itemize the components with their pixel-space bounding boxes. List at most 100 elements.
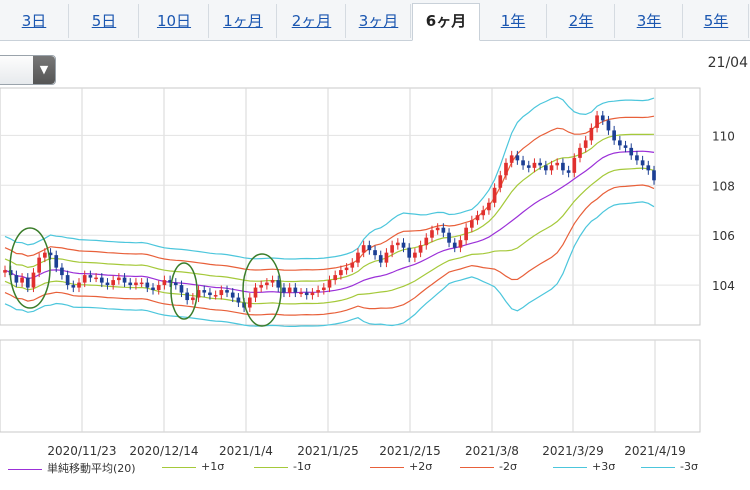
candle-body <box>310 292 315 296</box>
candle-body <box>145 282 150 288</box>
candle-body <box>538 162 542 166</box>
candle-body <box>71 285 76 288</box>
candle-body <box>179 285 184 293</box>
legend-item: +2σ <box>370 460 432 473</box>
tab-5[interactable]: 3ヶ月 <box>347 4 411 38</box>
candle-body <box>578 147 582 158</box>
candle-body <box>635 155 639 161</box>
candle-body <box>384 252 389 263</box>
candle-body <box>481 210 486 216</box>
tab-8[interactable]: 2年 <box>548 4 615 38</box>
candle-body <box>566 170 571 173</box>
tab-7[interactable]: 1年 <box>480 4 547 38</box>
grid-layer <box>0 87 701 433</box>
candle-body <box>270 280 275 283</box>
annotation-layer <box>9 227 282 327</box>
tab-6[interactable]: 6ヶ月 <box>412 3 480 41</box>
candle-body <box>253 287 258 298</box>
legend-item: +1σ <box>162 460 224 473</box>
candle-body <box>430 230 434 238</box>
candle-body <box>327 280 332 288</box>
candle-body <box>54 255 59 268</box>
legend-label: +1σ <box>201 460 225 473</box>
candle-body <box>435 227 440 231</box>
candle-body <box>521 160 525 166</box>
candle-body <box>413 252 417 258</box>
tab-9[interactable]: 3年 <box>616 4 683 38</box>
candle-body <box>555 162 560 166</box>
candle-body <box>526 165 531 168</box>
tab-10[interactable]: 5年 <box>684 4 749 38</box>
y-tick-label: 104 <box>712 279 735 293</box>
legend-item: -1σ <box>254 460 311 473</box>
candle-body <box>612 130 616 141</box>
candle-body <box>367 245 372 251</box>
candle-body <box>464 227 468 241</box>
candle-body <box>60 267 64 276</box>
legend-label: -1σ <box>293 460 311 473</box>
legend-item: +3σ <box>553 460 615 473</box>
candle-body <box>356 252 360 263</box>
annotation-ellipse <box>242 253 282 327</box>
plus-3-sigma-line <box>4 96 655 260</box>
tab-3[interactable]: 1ヶ月 <box>210 4 277 38</box>
candle-body <box>20 277 24 283</box>
legend-swatch <box>254 466 288 468</box>
candle-body <box>82 275 87 283</box>
candle-body <box>492 187 497 203</box>
candle-body <box>202 290 207 293</box>
y-tick-label: 110 <box>712 129 735 143</box>
tab-1[interactable]: 5日 <box>70 4 139 38</box>
axis-layer: 2020/11/23 2020/12/14 2021/1/4 2021/1/25 202… <box>47 129 734 458</box>
candle-body <box>162 280 167 286</box>
x-tick-label: 2021/4/19 <box>624 444 686 458</box>
candle-body <box>48 252 53 256</box>
x-tick-label: 2021/3/8 <box>465 444 519 458</box>
candle-body <box>606 120 611 131</box>
chart-type-select[interactable]: ▼ <box>0 55 56 85</box>
candle-body <box>361 245 366 253</box>
x-tick-label: 2020/12/14 <box>129 444 198 458</box>
candle-body <box>561 162 565 171</box>
candle-body <box>88 275 93 278</box>
candle-body <box>99 277 104 283</box>
x-tick-label: 2021/2/15 <box>379 444 441 458</box>
legend-label: -3σ <box>680 460 698 473</box>
candle-body <box>600 115 605 121</box>
candle-body <box>498 175 503 188</box>
candle-body <box>395 242 400 246</box>
candle-body <box>441 227 446 233</box>
candle-body <box>265 282 269 286</box>
tab-2[interactable]: 10日 <box>140 4 209 38</box>
legend-swatch <box>553 466 587 468</box>
candle-body <box>139 282 144 285</box>
candle-body <box>173 282 178 286</box>
tab-4[interactable]: 2ヶ月 <box>278 4 346 38</box>
candle-body <box>3 270 7 273</box>
candle-body <box>390 245 394 253</box>
candle-body <box>487 202 491 211</box>
candle-body <box>447 232 451 243</box>
bands-layer <box>4 96 655 327</box>
candle-body <box>469 220 474 228</box>
x-tick-label: 2021/3/29 <box>542 444 604 458</box>
legend-item: 単純移動平均(20) <box>8 460 136 476</box>
legend-item: -3σ <box>641 460 698 473</box>
tab-0[interactable]: 3日 <box>0 4 69 38</box>
candle-body <box>350 262 355 268</box>
candle-body <box>339 270 343 276</box>
candle-body <box>629 147 634 156</box>
candle-body <box>213 295 218 297</box>
legend: 単純移動平均(20) +1σ -1σ +2σ -2σ +3σ -3σ <box>0 456 750 478</box>
candle-body <box>259 285 264 288</box>
candle-body <box>401 242 406 248</box>
candle-body <box>532 162 537 168</box>
candle-body <box>37 257 41 273</box>
candle-body <box>333 275 338 281</box>
legend-swatch <box>8 468 42 470</box>
candle-body <box>543 165 548 171</box>
candles-layer <box>3 110 656 313</box>
period-tabs: 3日 5日 10日 1ヶ月 2ヶ月 3ヶ月 6ヶ月 1年 2年 3年 5年 <box>0 0 750 41</box>
candle-body <box>122 277 127 283</box>
